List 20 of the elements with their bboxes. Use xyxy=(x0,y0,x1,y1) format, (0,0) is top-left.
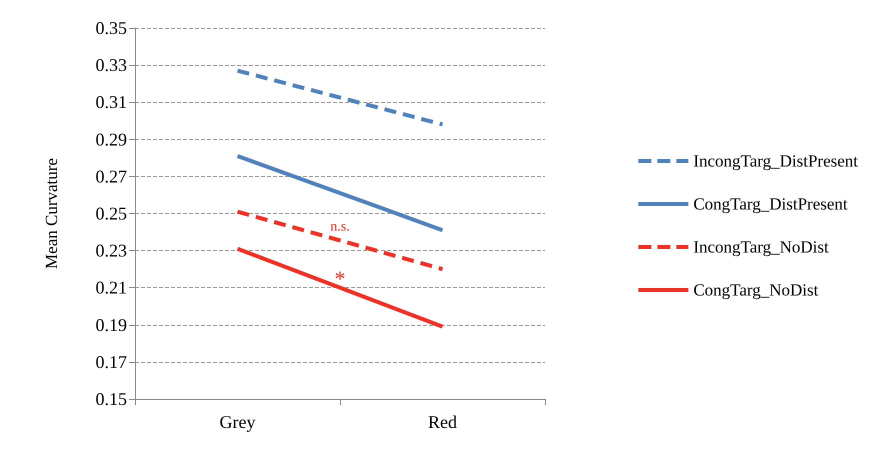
y-tick-label: 0.21 xyxy=(96,278,127,298)
y-axis-title: Mean Curvature xyxy=(42,158,61,269)
y-tick-label: 0.17 xyxy=(96,352,127,372)
y-tick-label: 0.19 xyxy=(96,314,127,335)
y-tick-label: 0.15 xyxy=(96,389,127,409)
legend-label: IncongTarg_NoDist xyxy=(693,238,830,256)
legend-label: CongTarg_NoDist xyxy=(693,280,819,300)
y-tick-label: 0.31 xyxy=(96,92,127,112)
y-tick-label: 0.35 xyxy=(96,18,127,38)
y-tick-label: 0.27 xyxy=(96,166,127,186)
legend-label: IncongTarg_DistPresent xyxy=(693,152,858,170)
x-tick-label: Red xyxy=(428,412,457,432)
annotation: n.s. xyxy=(330,219,350,234)
y-tick-label: 0.33 xyxy=(96,55,127,76)
legend-label: CongTarg_DistPresent xyxy=(693,194,848,214)
x-tick-label: Grey xyxy=(220,412,256,432)
y-tick-label: 0.25 xyxy=(96,204,127,224)
y-tick-label: 0.29 xyxy=(96,129,127,150)
y-tick-label: 0.23 xyxy=(96,240,127,261)
annotation: * xyxy=(334,266,346,292)
